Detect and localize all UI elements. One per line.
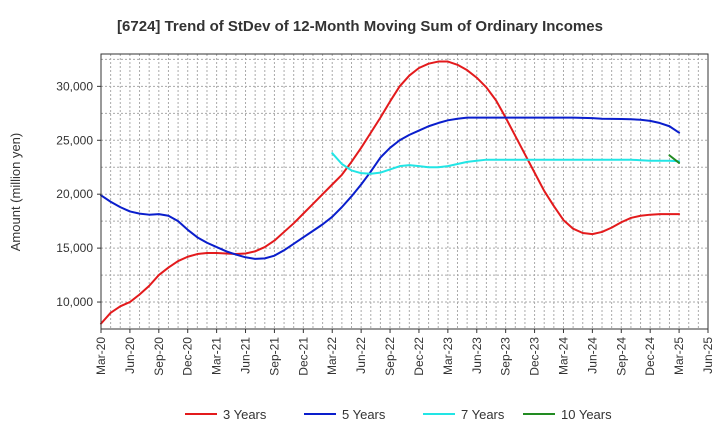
series-line-3-years — [100, 60, 681, 325]
x-tick-label: Dec-23 — [528, 337, 542, 376]
y-tick-label: 15,000 — [56, 241, 93, 255]
x-tick-label: Sep-20 — [152, 337, 166, 376]
x-tick-label: Sep-22 — [383, 337, 397, 376]
series-line-7-years — [331, 152, 681, 175]
x-tick-label: Dec-22 — [412, 337, 426, 376]
series-line-10-years — [668, 154, 681, 164]
x-tick-label: Mar-23 — [441, 337, 455, 375]
x-tick-label: Mar-21 — [210, 337, 224, 375]
x-tick-label: Dec-24 — [643, 337, 657, 376]
x-tick-label: Mar-20 — [94, 337, 108, 375]
legend-label: 5 Years — [342, 407, 386, 422]
legend-label: 7 Years — [461, 407, 505, 422]
legend: 3 Years 5 Years 7 Years 10 Years — [185, 407, 612, 422]
legend-label: 10 Years — [561, 407, 612, 422]
y-tick-label: 20,000 — [56, 187, 93, 201]
x-axis-ticks: Mar-20 Jun-20 Sep-20 Dec-20 Mar-21 Jun-21 Sep-… — [94, 329, 715, 376]
y-axis-ticks: 10,000 15,000 20,000 25,000 30,000 — [56, 79, 101, 309]
y-axis-label: Amount (million yen) — [8, 133, 23, 252]
plot-area — [101, 54, 708, 329]
legend-label: 3 Years — [223, 407, 267, 422]
y-tick-label: 30,000 — [56, 79, 93, 93]
series-lines — [100, 60, 681, 325]
x-tick-label: Jun-21 — [239, 337, 253, 374]
x-tick-label: Jun-23 — [470, 337, 484, 374]
x-tick-label: Jun-22 — [354, 337, 368, 374]
x-tick-label: Sep-24 — [614, 337, 628, 376]
x-tick-label: Dec-21 — [296, 337, 310, 376]
x-tick-label: Jun-20 — [123, 337, 137, 374]
plot-border — [100, 53, 709, 330]
x-tick-label: Mar-25 — [672, 337, 686, 375]
x-tick-label: Sep-21 — [267, 337, 281, 376]
x-tick-label: Jun-25 — [701, 337, 715, 374]
x-tick-label: Dec-20 — [181, 337, 195, 376]
x-tick-label: Jun-24 — [585, 337, 599, 374]
series-line-5-years — [100, 116, 681, 260]
y-tick-label: 10,000 — [56, 295, 93, 309]
y-tick-label: 25,000 — [56, 133, 93, 147]
x-tick-label: Mar-24 — [556, 337, 570, 375]
x-tick-label: Mar-22 — [325, 337, 339, 375]
x-tick-label: Sep-23 — [499, 337, 513, 376]
chart-title: [6724] Trend of StDev of 12-Month Moving… — [117, 18, 603, 35]
